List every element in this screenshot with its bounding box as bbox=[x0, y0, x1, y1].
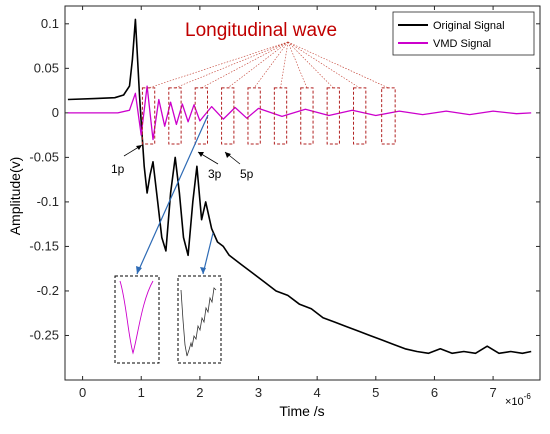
x-tick-label: 1 bbox=[138, 385, 145, 400]
legend-box bbox=[392, 11, 535, 56]
y-tick-label: -0.05 bbox=[29, 149, 59, 164]
peak-label-3p: 3p bbox=[197, 151, 222, 181]
arrowhead-5p bbox=[225, 152, 231, 158]
arrowhead-3p bbox=[198, 152, 204, 157]
x-tick-label: 5 bbox=[372, 385, 379, 400]
x-multiplier-base: ×10 bbox=[505, 396, 524, 408]
y-axis-label: Amplitude(v) bbox=[7, 157, 23, 236]
fan-line bbox=[201, 41, 289, 89]
x-tick-label: 6 bbox=[431, 385, 438, 400]
x-tick-label: 7 bbox=[489, 385, 496, 400]
fan-line bbox=[287, 41, 360, 89]
x-multiplier-exp: -6 bbox=[524, 392, 532, 401]
series-line-vmd bbox=[67, 85, 532, 141]
x-tick-label: 0 bbox=[79, 385, 86, 400]
fan-line bbox=[227, 41, 289, 89]
fan-line bbox=[253, 41, 289, 89]
y-axis: 0.1 0.05 0 -0.05 -0.1 -0.15 -0.2 -0.25 bbox=[29, 16, 540, 342]
inset-vmd-curve bbox=[119, 280, 154, 355]
label-3p: 3p bbox=[208, 167, 222, 181]
y-tick-label: -0.2 bbox=[37, 283, 59, 298]
window-box bbox=[141, 87, 156, 145]
y-tick-label: -0.1 bbox=[37, 194, 59, 209]
inset-pointers bbox=[136, 114, 214, 275]
inset-original bbox=[177, 275, 222, 364]
arrowhead-1p bbox=[136, 145, 142, 150]
y-tick-label: 0 bbox=[52, 105, 59, 120]
fan-line bbox=[174, 41, 289, 89]
pointer-to-original-inset bbox=[202, 232, 214, 275]
pointer-head-original bbox=[200, 267, 206, 274]
y-tick-label: 0.1 bbox=[41, 16, 59, 31]
legend: Original Signal VMD Signal bbox=[392, 11, 535, 56]
annotation-title: Longitudinal wave bbox=[185, 20, 337, 41]
x-tick-label: 2 bbox=[196, 385, 203, 400]
x-axis: 0 1 2 3 4 5 6 7 bbox=[79, 6, 497, 400]
inset-original-curve bbox=[180, 287, 217, 357]
window-box bbox=[168, 87, 182, 145]
inset-vmd bbox=[114, 275, 160, 364]
fan-lines bbox=[148, 41, 389, 89]
x-tick-label: 4 bbox=[314, 385, 321, 400]
x-multiplier: ×10-6 bbox=[505, 392, 531, 408]
window-box bbox=[300, 87, 314, 145]
peak-label-1p: 1p bbox=[111, 144, 143, 176]
legend-label-original: Original Signal bbox=[433, 20, 505, 32]
peak-label-5p: 5p bbox=[224, 151, 254, 181]
fan-line bbox=[287, 41, 308, 89]
series-layer bbox=[67, 18, 532, 355]
y-tick-label: -0.15 bbox=[29, 238, 59, 253]
pointer-head-vmd bbox=[136, 266, 142, 274]
pointer-to-vmd-inset bbox=[136, 114, 209, 275]
window-box bbox=[381, 87, 396, 145]
fan-line bbox=[148, 41, 289, 89]
label-5p: 5p bbox=[240, 167, 254, 181]
y-tick-label: -0.25 bbox=[29, 327, 59, 342]
label-1p: 1p bbox=[111, 162, 125, 176]
x-axis-label: Time /s bbox=[279, 403, 324, 419]
y-tick-label: 0.05 bbox=[34, 60, 59, 75]
fan-line bbox=[287, 41, 389, 89]
legend-label-vmd: VMD Signal bbox=[433, 38, 491, 50]
x-tick-label: 3 bbox=[255, 385, 262, 400]
window-box bbox=[273, 87, 288, 145]
